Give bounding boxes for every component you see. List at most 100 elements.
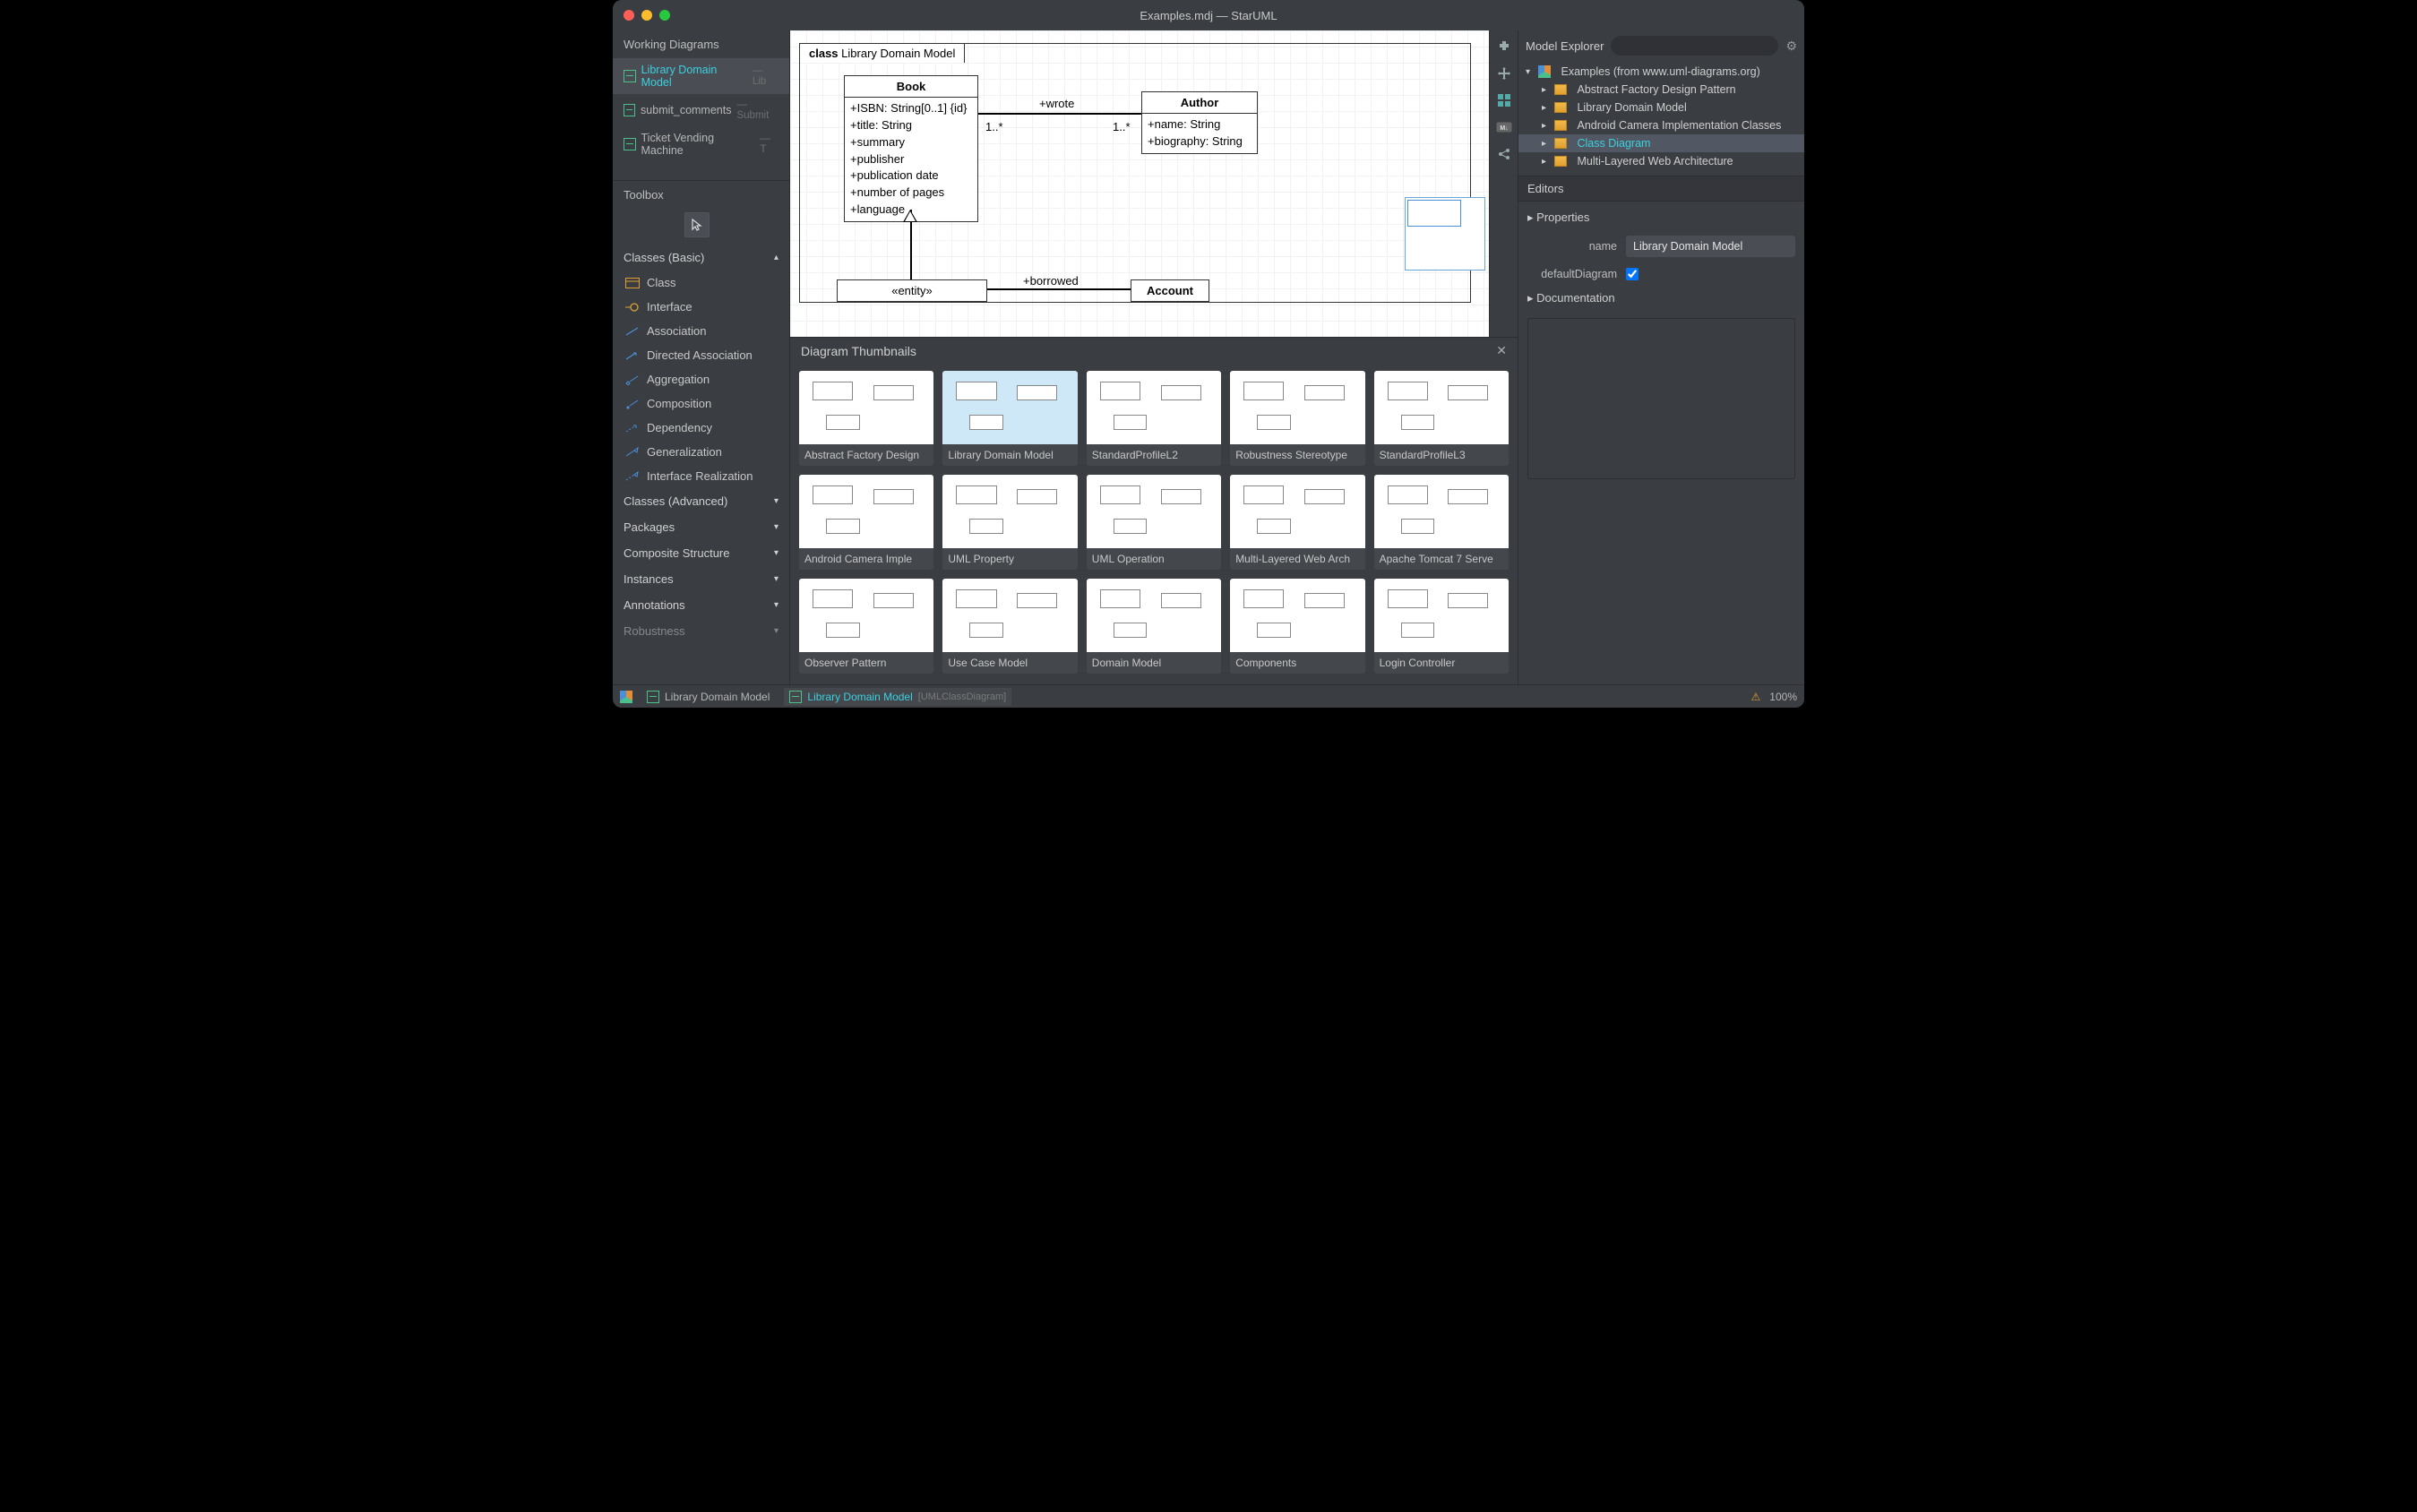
working-diagram-item[interactable]: submit_comments — Submit (613, 94, 789, 126)
thumbnail-item[interactable]: StandardProfileL3 (1374, 371, 1509, 466)
uml-class-name: Author (1142, 92, 1257, 114)
thumbnail-item[interactable]: UML Operation (1087, 475, 1221, 570)
minimize-window-button[interactable] (641, 10, 652, 21)
warning-icon[interactable]: ⚠ (1751, 691, 1761, 703)
working-diagram-item[interactable]: Library Domain Model — Lib (613, 58, 789, 94)
working-diagram-label: submit_comments (641, 104, 731, 116)
property-label: name (1527, 240, 1617, 253)
package-icon (1554, 102, 1567, 113)
grid-icon[interactable] (1495, 91, 1513, 109)
thumbnail-item[interactable]: Library Domain Model (942, 371, 1077, 466)
select-tool-button[interactable] (684, 212, 710, 237)
properties-header[interactable]: ▸ Properties (1518, 202, 1804, 230)
toolbox-item-interface-realization[interactable]: Interface Realization (613, 464, 789, 488)
toolbox-section-instances[interactable]: Instances▾ (613, 566, 789, 592)
thumbnail-item[interactable]: Use Case Model (942, 579, 1077, 674)
toolbox-item-generalization[interactable]: Generalization (613, 440, 789, 464)
thumbnail-label: Login Controller (1374, 652, 1509, 674)
association-line[interactable] (978, 113, 1141, 115)
thumbnail-item[interactable]: UML Property (942, 475, 1077, 570)
working-diagrams-header: Working Diagrams (613, 30, 789, 58)
toolbox-section-classes-advanced[interactable]: Classes (Advanced)▾ (613, 488, 789, 514)
thumbnail-label: Library Domain Model (942, 444, 1077, 466)
thumbnail-preview (1230, 579, 1364, 652)
markdown-icon[interactable]: M↓ (1495, 118, 1513, 136)
toolbox-item-interface[interactable]: Interface (613, 295, 789, 319)
toolbox-section-classes-basic[interactable]: Classes (Basic)▴ (613, 245, 789, 271)
settings-icon[interactable]: ⚙ (1785, 39, 1797, 54)
window-title: Examples.mdj — StarUML (613, 9, 1804, 22)
tree-item[interactable]: ▸ Abstract Factory Design Pattern (1518, 81, 1804, 99)
thumbnail-label: Android Camera Imple (799, 548, 933, 570)
toolbox-item-association[interactable]: Association (613, 319, 789, 343)
thumbnail-label: Apache Tomcat 7 Serve (1374, 548, 1509, 570)
toolbox-item-class[interactable]: Class (613, 271, 789, 295)
thumbnail-item[interactable]: Multi-Layered Web Arch (1230, 475, 1364, 570)
tree-item[interactable]: ▸ Android Camera Implementation Classes (1518, 116, 1804, 134)
documentation-textarea[interactable] (1527, 318, 1795, 479)
generalization-icon (625, 447, 640, 458)
uml-class-account[interactable]: Account (1131, 279, 1209, 302)
property-default-checkbox[interactable] (1626, 268, 1639, 280)
property-name-input[interactable] (1626, 236, 1795, 257)
toolbox-section-annotations[interactable]: Annotations▾ (613, 592, 789, 618)
breadcrumb[interactable]: Library Domain Model [UMLClassDiagram] (784, 688, 1011, 706)
close-window-button[interactable] (624, 10, 634, 21)
toolbox-item-composition[interactable]: Composition (613, 391, 789, 416)
share-icon[interactable] (1495, 145, 1513, 163)
caret-up-icon: ▴ (774, 253, 778, 262)
thumbnail-item[interactable]: Android Camera Imple (799, 475, 933, 570)
breadcrumb[interactable]: Library Domain Model (641, 688, 775, 706)
thumbnail-item[interactable]: Login Controller (1374, 579, 1509, 674)
thumbnail-preview (1374, 371, 1509, 444)
thumbnail-preview (1374, 579, 1509, 652)
diagram-icon (624, 70, 636, 82)
tree-item[interactable]: ▸ Library Domain Model (1518, 99, 1804, 116)
working-diagram-hint: — Submit (736, 99, 778, 121)
thumbnail-item[interactable]: StandardProfileL2 (1087, 371, 1221, 466)
thumbnails-panel: Diagram Thumbnails ✕ Abstract Factory De… (790, 337, 1518, 684)
minimap[interactable] (1405, 197, 1485, 271)
thumbnail-preview (1087, 579, 1221, 652)
explorer-search-input[interactable] (1611, 36, 1778, 56)
working-diagram-item[interactable]: Ticket Vending Machine — T (613, 126, 789, 162)
uml-stereotype: «entity» (838, 280, 986, 301)
thumbnail-preview (1230, 475, 1364, 548)
extensions-icon[interactable] (1495, 38, 1513, 56)
status-bar: Library Domain Model Library Domain Mode… (613, 684, 1804, 708)
diagram-canvas[interactable]: class Library Domain Model Book +ISBN: S… (790, 30, 1489, 337)
thumbnail-item[interactable]: Abstract Factory Design (799, 371, 933, 466)
uml-class-entity[interactable]: «entity» (837, 279, 987, 302)
documentation-header[interactable]: ▸ Documentation (1518, 286, 1804, 311)
close-thumbnails-button[interactable]: ✕ (1496, 343, 1507, 358)
thumbnails-title: Diagram Thumbnails (801, 344, 916, 358)
tree-item[interactable]: ▸ Class Diagram (1518, 134, 1804, 152)
zoom-level[interactable]: 100% (1769, 691, 1797, 703)
generalization-arrow-icon (903, 210, 917, 222)
toolbox-item-directed-association[interactable]: Directed Association (613, 343, 789, 367)
maximize-window-button[interactable] (659, 10, 670, 21)
thumbnail-item[interactable]: Domain Model (1087, 579, 1221, 674)
toolbox-section-robustness[interactable]: Robustness▾ (613, 618, 789, 644)
tree-item[interactable]: ▸ Multi-Layered Web Architecture (1518, 152, 1804, 170)
thumbnail-preview (799, 371, 933, 444)
thumbnail-item[interactable]: Observer Pattern (799, 579, 933, 674)
expand-icon: ▸ (1542, 139, 1551, 149)
expand-icon: ▾ (1526, 67, 1535, 77)
thumbnail-preview (1230, 371, 1364, 444)
project-icon (620, 691, 632, 703)
thumbnail-item[interactable]: Apache Tomcat 7 Serve (1374, 475, 1509, 570)
thumbnail-item[interactable]: Robustness Stereotype (1230, 371, 1364, 466)
tree-root[interactable]: ▾ Examples (from www.uml-diagrams.org) (1518, 63, 1804, 81)
move-icon[interactable] (1495, 64, 1513, 82)
editors-header: Editors (1518, 176, 1804, 202)
association-line[interactable] (987, 288, 1131, 290)
uml-class-book[interactable]: Book +ISBN: String[0..1] {id} +title: St… (844, 75, 978, 222)
toolbox-section-composite[interactable]: Composite Structure▾ (613, 540, 789, 566)
thumbnail-label: Components (1230, 652, 1364, 674)
uml-class-author[interactable]: Author +name: String +biography: String (1141, 91, 1258, 154)
toolbox-section-packages[interactable]: Packages▾ (613, 514, 789, 540)
thumbnail-item[interactable]: Components (1230, 579, 1364, 674)
toolbox-item-aggregation[interactable]: Aggregation (613, 367, 789, 391)
toolbox-item-dependency[interactable]: Dependency (613, 416, 789, 440)
